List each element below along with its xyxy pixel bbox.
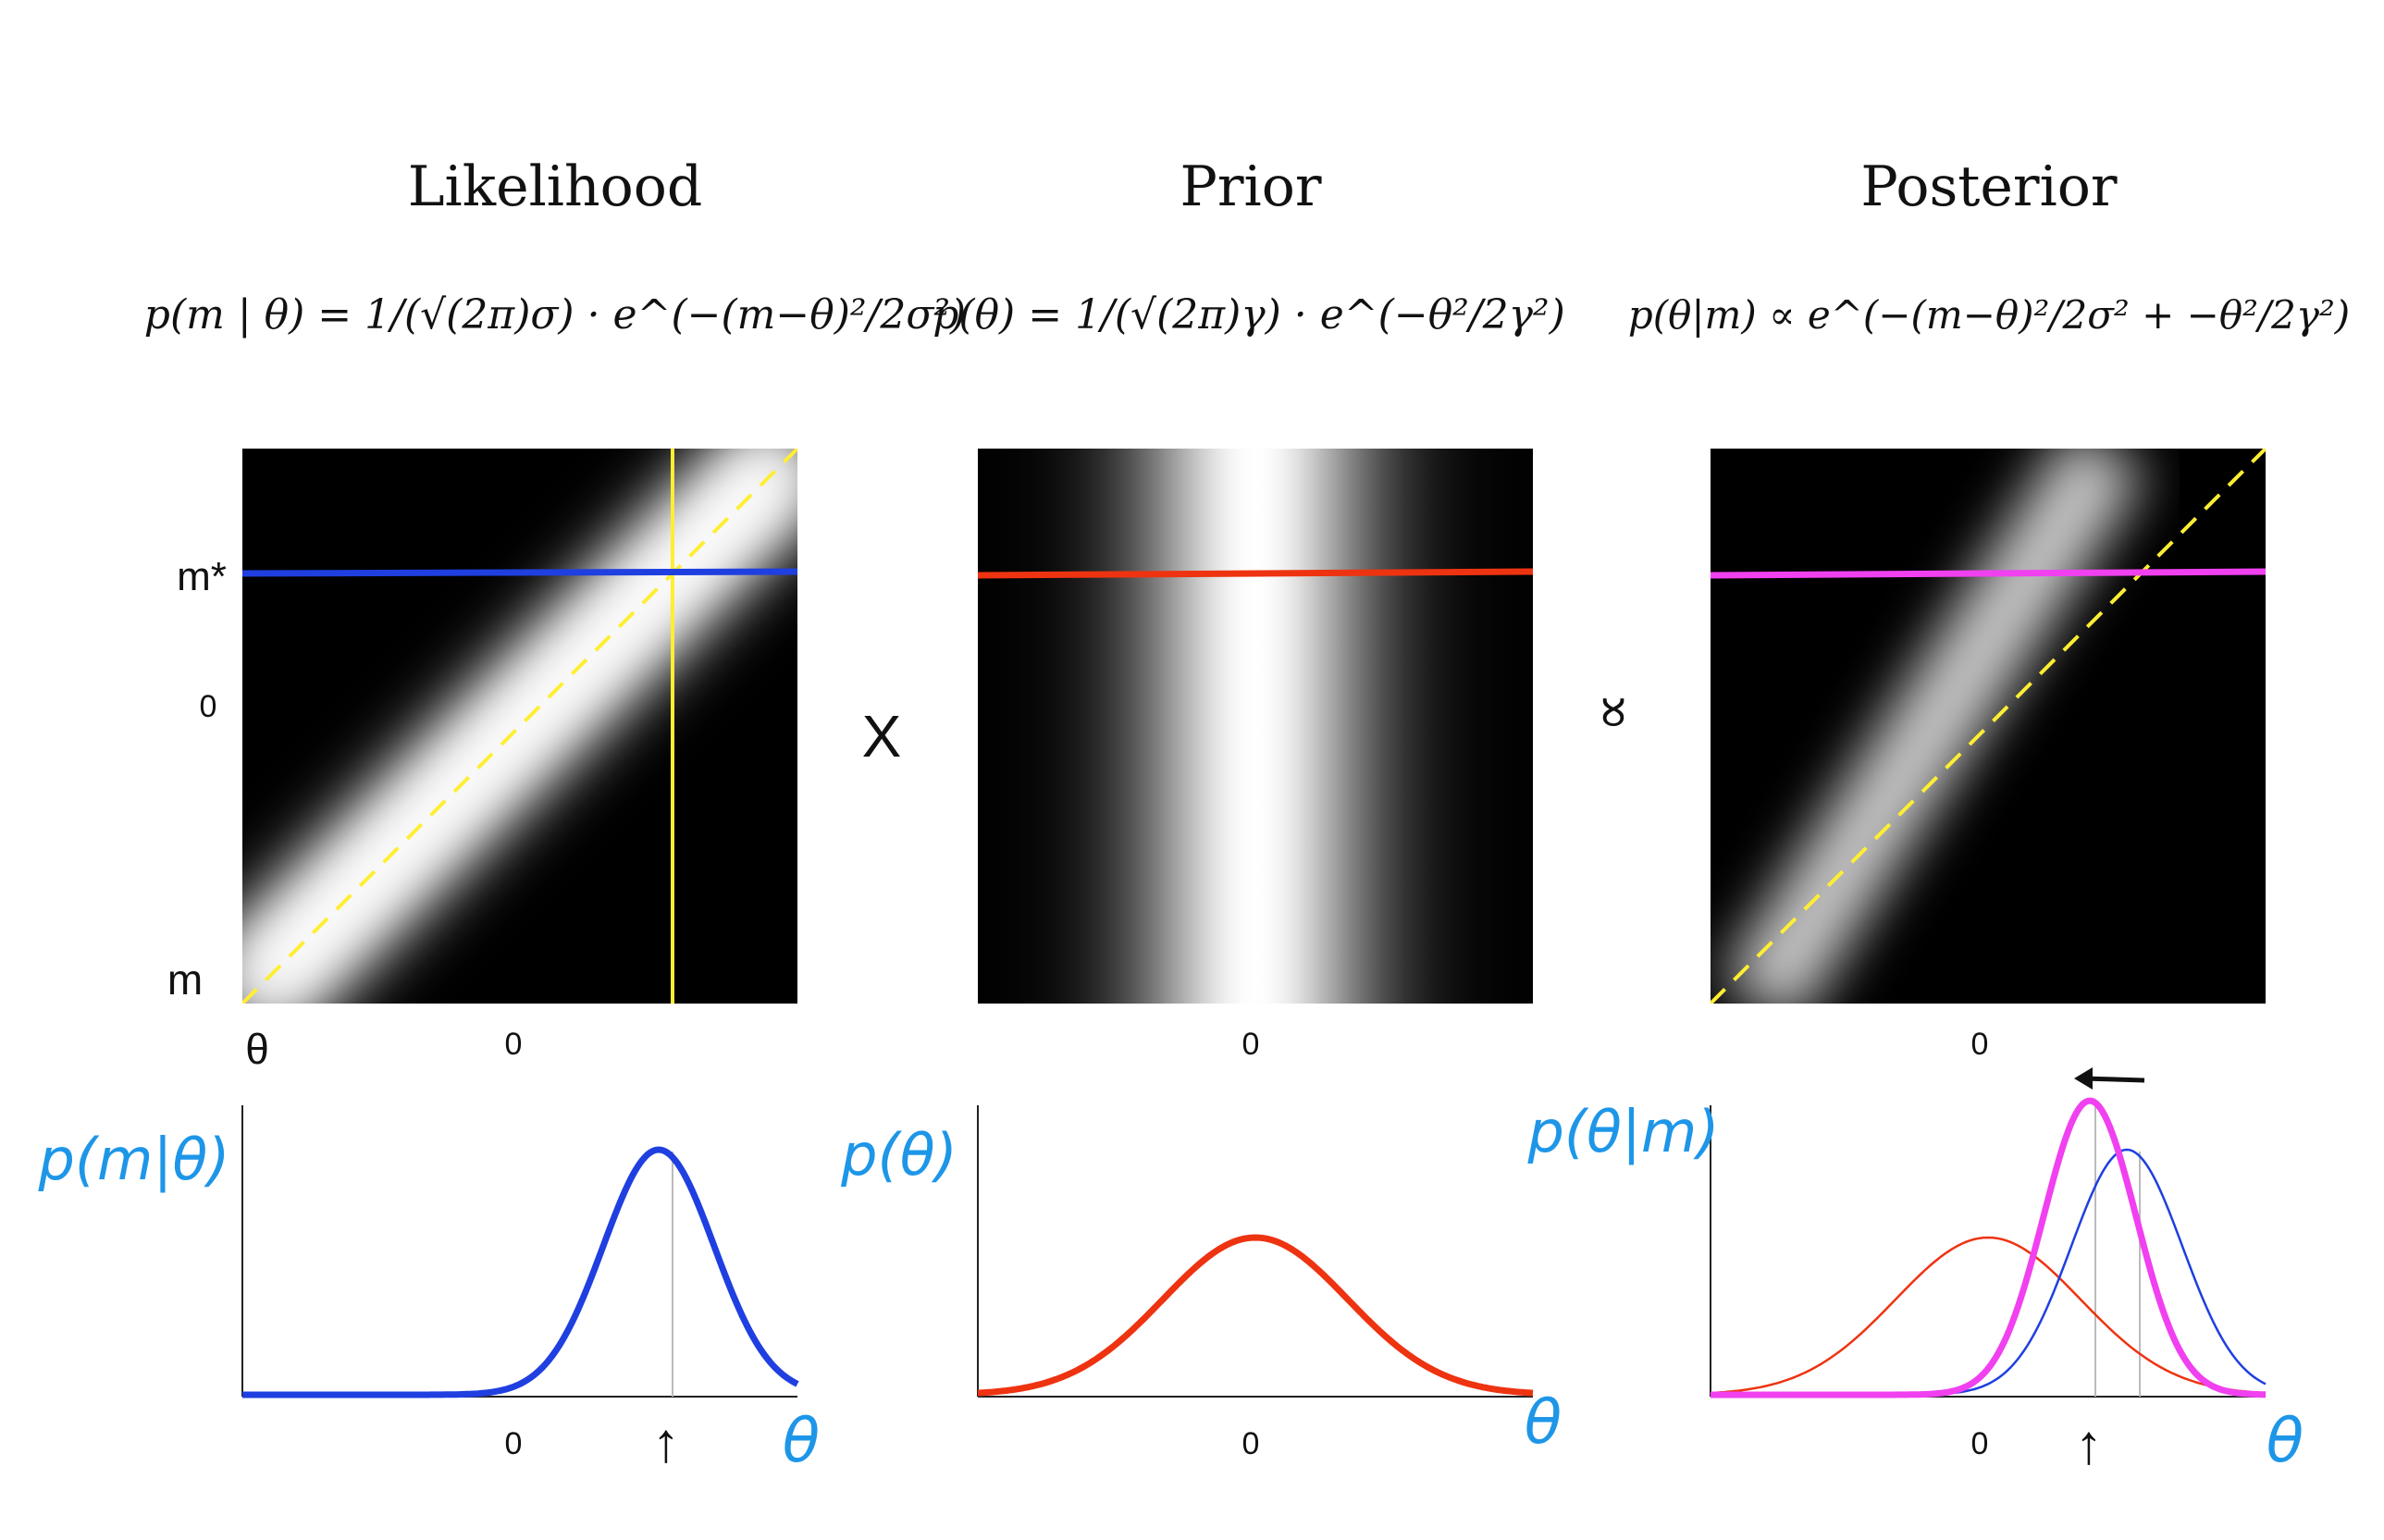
prior-curve [977, 1234, 1534, 1397]
heatmap1-x-zero: 0 [505, 1027, 523, 1062]
prior-title: Prior [1180, 154, 1321, 219]
heatmap2-x-zero: 0 [1242, 1027, 1260, 1062]
posterior-heatmap [1711, 449, 2266, 1004]
prior-formula: p(θ) = 1/(√(2π)γ) · e^(−θ²/2γ²) [933, 291, 1565, 339]
posterior-arrow-up-icon: ↑ [2075, 1413, 2103, 1475]
likelihood-x-theta: θ [783, 1405, 820, 1476]
likelihood-bottom-ylabel: p(m|θ) [38, 1126, 230, 1194]
likelihood-title: Likelihood [408, 154, 703, 219]
likelihood-x-zero: 0 [505, 1426, 523, 1461]
posterior-x-theta: θ [2267, 1405, 2304, 1476]
m-zero-label: 0 [200, 689, 217, 724]
prior-heatmap [978, 449, 1533, 1004]
heatmap3-x-zero: 0 [1971, 1027, 1989, 1062]
prior-plot-axes [977, 1105, 1533, 1398]
proportional-operator: ∝ [1580, 693, 1642, 733]
prior-x-theta: θ [1525, 1386, 1562, 1458]
posterior-x-zero: 0 [1971, 1426, 1989, 1461]
theta-axis-label: θ [245, 1025, 269, 1073]
posterior-mstar-line [1710, 568, 2267, 579]
posterior-shift-arrow-icon [2074, 1067, 2145, 1090]
likelihood-mstar-line [241, 568, 798, 577]
likelihood-formula: p(m | θ) = 1/(√(2π)σ) · e^(−(m−θ)²/2σ²) [144, 291, 966, 339]
prior-bottom-ylabel: p(θ) [840, 1121, 957, 1189]
posterior-bottom-ylabel: p(θ|m) [1527, 1098, 1720, 1166]
prior-mstar-line [977, 568, 1534, 579]
posterior-title: Posterior [1860, 154, 2117, 219]
posterior-curve [1711, 1097, 2267, 1398]
likelihood-arrow-up-icon: ↑ [652, 1411, 680, 1473]
mstar-label: m* [177, 554, 227, 599]
likelihood-heatmap [242, 449, 797, 1004]
posterior-plot-prior-curve [1710, 1236, 2267, 1395]
m-axis-label: m [167, 955, 203, 1004]
likelihood-curve [242, 1146, 799, 1398]
times-operator: X [862, 703, 902, 770]
posterior-formula: p(θ|m) ∝ e^(−(m−θ)²/2σ² + −θ²/2γ²) [1628, 292, 2350, 338]
prior-x-zero: 0 [1242, 1426, 1260, 1461]
